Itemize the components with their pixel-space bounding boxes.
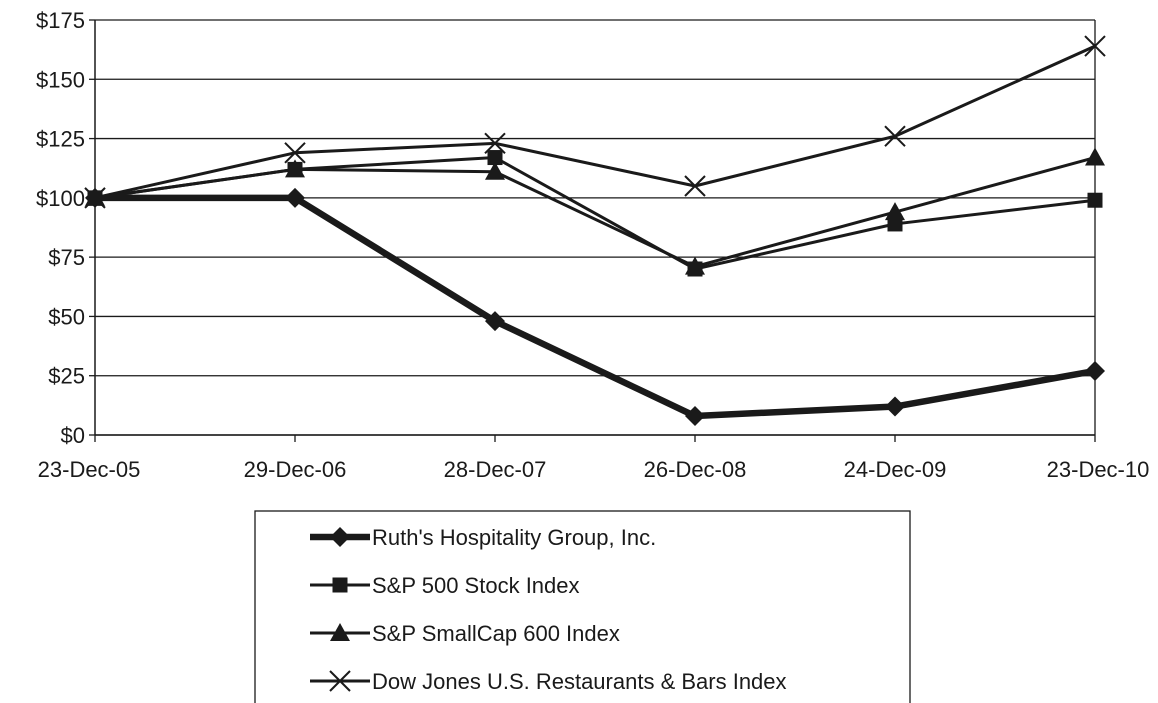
x-marker <box>484 132 506 155</box>
y-axis-ticks: $0 $25 $50 $75 $100 $125 $150 $175 <box>36 8 95 448</box>
x-marker-stroke <box>1084 35 1106 57</box>
x-marker <box>284 142 306 164</box>
x-axis-ticks: 23-Dec-05 29-Dec-06 28-Dec-07 26-Dec-08 24-D… <box>38 435 1150 482</box>
y-tick-label: $100 <box>36 186 85 211</box>
x-marker-stroke <box>284 142 306 164</box>
y-tick-label: $0 <box>61 423 85 448</box>
x-tick-label: 23-Dec-05 <box>38 457 141 482</box>
x-tick-label: 29-Dec-06 <box>244 457 347 482</box>
y-tick-label: $50 <box>48 304 85 329</box>
legend-entry: S&P SmallCap 600 Index <box>310 621 620 646</box>
x-tick-label: 26-Dec-08 <box>644 457 747 482</box>
square-marker <box>487 150 503 166</box>
series-x <box>84 35 1106 209</box>
legend-box <box>254 510 911 703</box>
triangle-marker <box>330 623 350 641</box>
triangle-marker <box>1085 147 1105 166</box>
square-marker <box>887 216 903 232</box>
x-marker-stroke <box>884 125 906 147</box>
x-marker <box>884 125 906 147</box>
diamond-marker <box>330 527 350 547</box>
x-marker <box>1084 35 1106 57</box>
legend-label: Ruth's Hospitality Group, Inc. <box>372 525 656 550</box>
gridlines <box>95 19 1095 436</box>
axes <box>94 20 1096 436</box>
x-marker-stroke <box>684 175 706 197</box>
y-tick-label: $175 <box>36 8 85 33</box>
series-line <box>95 194 1096 420</box>
x-tick-label: 24-Dec-09 <box>844 457 947 482</box>
legend-label: Dow Jones U.S. Restaurants & Bars Index <box>372 669 787 694</box>
legend-entry: Dow Jones U.S. Restaurants & Bars Index <box>310 669 787 694</box>
y-tick-label: $25 <box>48 364 85 389</box>
series-line <box>94 44 1096 200</box>
x-tick-label: 28-Dec-07 <box>444 457 547 482</box>
y-tick-label: $150 <box>36 67 85 92</box>
legend-entry: Ruth's Hospitality Group, Inc. <box>310 525 656 550</box>
diamond-marker <box>485 311 505 332</box>
triangle-marker <box>485 161 505 180</box>
diamond-marker <box>85 187 105 208</box>
diamond-marker <box>285 187 305 208</box>
x-marker <box>329 670 351 692</box>
series-layer <box>84 35 1106 427</box>
legend-label: S&P 500 Stock Index <box>372 573 580 598</box>
legend-entry: S&P 500 Stock Index <box>310 573 580 598</box>
y-tick-label: $125 <box>36 127 85 152</box>
x-tick-label: 23-Dec-10 <box>1047 457 1150 482</box>
triangle-marker <box>885 202 905 221</box>
series-diamond <box>85 187 1105 427</box>
square-marker <box>332 577 348 593</box>
x-marker-stroke <box>484 132 506 155</box>
square-marker <box>687 261 703 277</box>
square-marker <box>1087 192 1103 208</box>
legend: Ruth's Hospitality Group, Inc. S&P 500 St… <box>254 510 911 703</box>
diamond-marker <box>685 406 705 427</box>
x-marker-stroke <box>329 670 351 692</box>
legend-label: S&P SmallCap 600 Index <box>372 621 620 646</box>
diamond-marker <box>885 396 905 417</box>
series-line <box>94 156 1096 271</box>
x-marker <box>684 175 706 197</box>
diamond-marker <box>1085 360 1105 381</box>
square-marker <box>287 161 303 177</box>
y-tick-label: $75 <box>48 245 85 270</box>
